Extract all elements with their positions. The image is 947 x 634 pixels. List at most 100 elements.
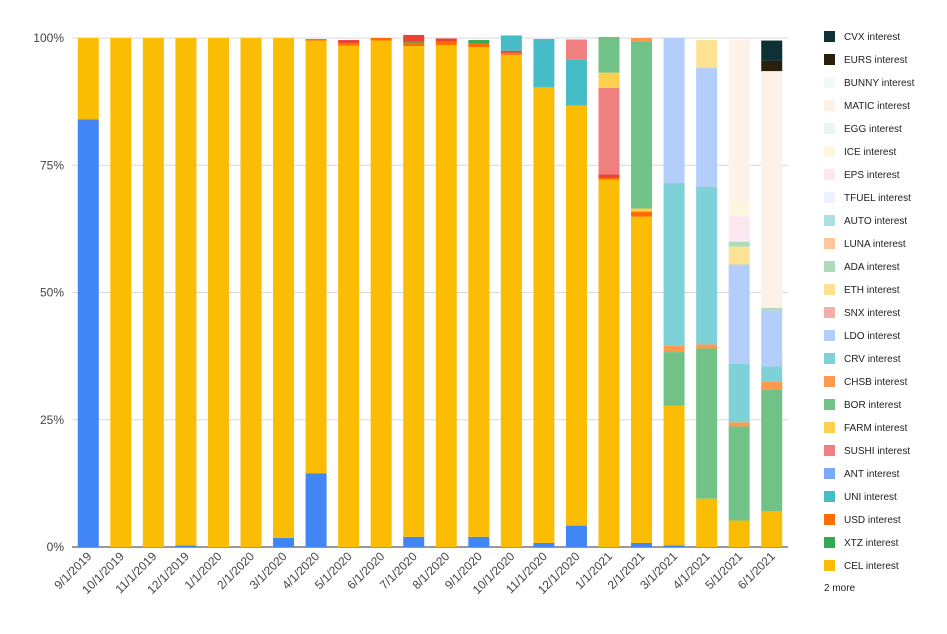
- bar-segment[interactable]: [468, 47, 490, 537]
- bar-segment[interactable]: [663, 345, 685, 353]
- bar-segment[interactable]: [696, 348, 718, 499]
- bar-segment[interactable]: [696, 498, 718, 547]
- legend-item[interactable]: BOR interest: [824, 399, 901, 411]
- legend-item[interactable]: CVX interest: [824, 31, 900, 43]
- bar-segment[interactable]: [403, 42, 425, 47]
- legend-item[interactable]: XTZ interest: [824, 537, 899, 549]
- bar-segment[interactable]: [175, 38, 197, 546]
- bar-segment[interactable]: [338, 45, 360, 547]
- bar-segment[interactable]: [598, 174, 620, 178]
- bar-segment[interactable]: [565, 59, 587, 106]
- legend-item[interactable]: SUSHI interest: [824, 445, 910, 457]
- bar-segment[interactable]: [305, 39, 327, 41]
- bar-segment[interactable]: [761, 511, 783, 547]
- bar-segment[interactable]: [565, 39, 587, 60]
- bar-segment[interactable]: [728, 422, 750, 427]
- bar-segment[interactable]: [403, 41, 425, 43]
- bar-segment[interactable]: [273, 38, 295, 538]
- bar-segment[interactable]: [403, 536, 425, 547]
- bar-segment[interactable]: [728, 203, 750, 217]
- bar-segment[interactable]: [761, 40, 783, 61]
- legend-item[interactable]: SNX interest: [824, 307, 900, 319]
- bar-segment[interactable]: [728, 216, 750, 242]
- bar-segment[interactable]: [631, 41, 653, 209]
- bar-segment[interactable]: [663, 405, 685, 546]
- bar-segment[interactable]: [533, 542, 555, 547]
- bar-segment[interactable]: [598, 36, 620, 73]
- bar-segment[interactable]: [728, 520, 750, 547]
- bar-segment[interactable]: [370, 40, 392, 548]
- bar-segment[interactable]: [598, 72, 620, 88]
- bar-segment[interactable]: [761, 310, 783, 367]
- bar-segment[interactable]: [631, 542, 653, 547]
- legend-item[interactable]: ANT interest: [824, 468, 900, 480]
- legend-item[interactable]: UNI interest: [824, 491, 897, 503]
- bar-segment[interactable]: [761, 60, 783, 72]
- bar-segment[interactable]: [240, 38, 262, 547]
- legend-item[interactable]: CHSB interest: [824, 376, 908, 388]
- bar-segment[interactable]: [500, 50, 522, 53]
- bar-segment[interactable]: [338, 43, 360, 46]
- bar-segment[interactable]: [598, 177, 620, 180]
- bar-segment[interactable]: [500, 52, 522, 55]
- bar-segment[interactable]: [761, 366, 783, 382]
- bar-segment[interactable]: [305, 473, 327, 547]
- legend-item[interactable]: EURS interest: [824, 54, 908, 66]
- bar-segment[interactable]: [728, 246, 750, 265]
- bar-segment[interactable]: [728, 363, 750, 423]
- bar-segment[interactable]: [468, 40, 490, 44]
- legend-item[interactable]: AUTO interest: [824, 215, 907, 227]
- bar-segment[interactable]: [110, 38, 132, 547]
- bar-segment[interactable]: [175, 545, 197, 547]
- bar-segment[interactable]: [663, 352, 685, 406]
- bar-segment[interactable]: [435, 38, 457, 42]
- bar-segment[interactable]: [435, 45, 457, 547]
- legend-item[interactable]: ETH interest: [824, 284, 900, 296]
- bar-segment[interactable]: [663, 183, 685, 346]
- legend-item[interactable]: EPS interest: [824, 169, 900, 181]
- bar-segment[interactable]: [77, 119, 99, 547]
- legend-item[interactable]: EGG interest: [824, 123, 902, 135]
- legend-item[interactable]: TFUEL interest: [824, 192, 911, 204]
- legend-item[interactable]: USD interest: [824, 514, 901, 526]
- bar-segment[interactable]: [533, 87, 555, 543]
- bar-segment[interactable]: [761, 307, 783, 311]
- bar-segment[interactable]: [631, 38, 653, 42]
- bar-segment[interactable]: [305, 40, 327, 474]
- bar-segment[interactable]: [663, 545, 685, 547]
- legend-more-link[interactable]: 2 more: [824, 583, 856, 594]
- legend-item[interactable]: LUNA interest: [824, 238, 906, 250]
- bar-segment[interactable]: [370, 38, 392, 41]
- bar-segment[interactable]: [468, 536, 490, 547]
- bar-segment[interactable]: [565, 525, 587, 547]
- bar-segment[interactable]: [696, 186, 718, 345]
- bar-segment[interactable]: [500, 35, 522, 51]
- bar-segment[interactable]: [761, 71, 783, 308]
- bar-segment[interactable]: [500, 54, 522, 548]
- bar-segment[interactable]: [468, 43, 490, 48]
- bar-segment[interactable]: [631, 216, 653, 543]
- bar-segment[interactable]: [435, 41, 457, 46]
- bar-segment[interactable]: [338, 40, 360, 44]
- legend-item[interactable]: FARM interest: [824, 422, 908, 434]
- legend-item[interactable]: CEL interest: [824, 560, 899, 572]
- bar-segment[interactable]: [728, 39, 750, 204]
- legend-item[interactable]: ADA interest: [824, 261, 900, 273]
- legend-item[interactable]: LDO interest: [824, 330, 900, 342]
- bar-segment[interactable]: [207, 38, 229, 547]
- bar-segment[interactable]: [696, 344, 718, 349]
- bar-segment[interactable]: [403, 46, 425, 537]
- bar-segment[interactable]: [728, 264, 750, 364]
- bar-segment[interactable]: [598, 87, 620, 175]
- legend-item[interactable]: CRV interest: [824, 353, 901, 365]
- bar-segment[interactable]: [696, 40, 718, 69]
- legend-item[interactable]: BUNNY interest: [824, 77, 915, 89]
- bar-segment[interactable]: [403, 34, 425, 42]
- bar-segment[interactable]: [631, 211, 653, 217]
- bar-segment[interactable]: [663, 38, 685, 184]
- bar-segment[interactable]: [565, 105, 587, 526]
- bar-segment[interactable]: [631, 208, 653, 212]
- bar-segment[interactable]: [273, 537, 295, 547]
- bar-segment[interactable]: [761, 389, 783, 512]
- bar-segment[interactable]: [533, 39, 555, 88]
